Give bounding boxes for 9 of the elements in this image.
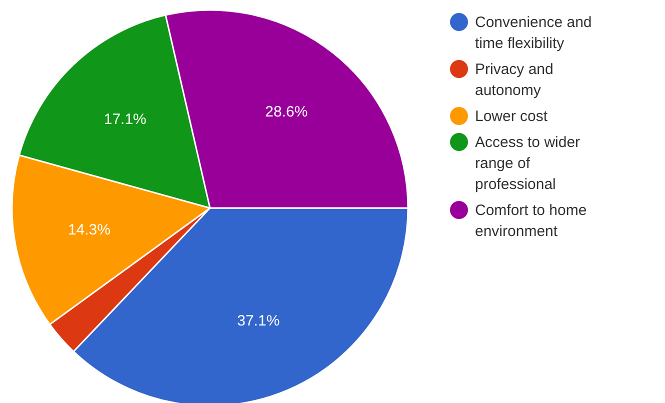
- data-label: 28.6%: [265, 103, 308, 120]
- data-label: 17.1%: [104, 110, 146, 128]
- legend-label: Access to wider range of professional: [475, 134, 580, 192]
- legend-label: Comfort to home environment: [475, 202, 587, 240]
- legend-label: Privacy and autonomy: [475, 60, 554, 98]
- legend-label: Lower cost: [475, 108, 548, 124]
- data-label: 14.3%: [68, 221, 110, 238]
- data-label: 37.1%: [237, 312, 280, 330]
- legend-label: Convenience and time flexibility: [475, 14, 592, 52]
